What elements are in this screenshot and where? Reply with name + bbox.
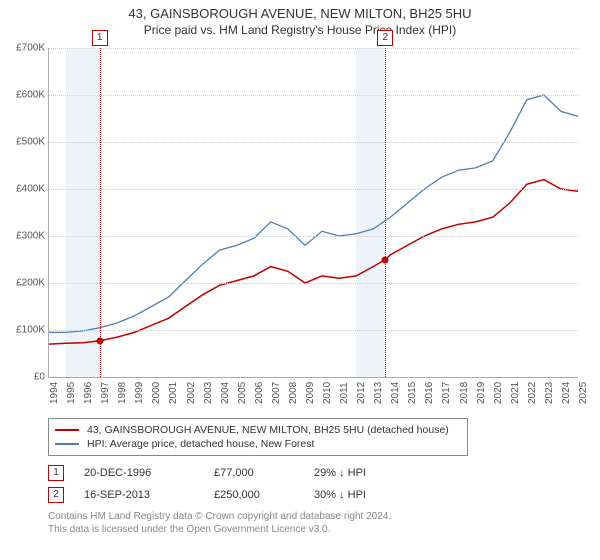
y-axis-label: £500K [3,137,45,148]
y-axis-label: £100K [3,325,45,336]
x-axis-label: 2018 [459,382,470,404]
chart-gridline [49,142,578,143]
chart-figure: 43, GAINSBOROUGH AVENUE, NEW MILTON, BH2… [0,0,600,560]
legend-swatch [55,443,79,445]
event-price: £77,000 [214,467,314,479]
legend-label: HPI: Average price, detached house, New … [87,438,314,450]
event-row: 1 20-DEC-1996 £77,000 29% ↓ HPI [48,462,434,484]
x-axis-label: 2013 [373,382,384,404]
chart-plot-area: £0£100K£200K£300K£400K£500K£600K£700K199… [48,48,578,378]
x-axis-label: 2012 [356,382,367,404]
x-axis-label: 2015 [407,382,418,404]
x-axis-label: 1999 [134,382,145,404]
event-delta: 29% ↓ HPI [314,467,434,479]
sale-point-dot [382,256,389,263]
y-axis-label: £300K [3,231,45,242]
chart-marker-box: 1 [92,30,108,46]
x-axis-label: 1994 [49,382,60,404]
y-axis-label: £0 [3,372,45,383]
x-axis-label: 2020 [493,382,504,404]
events-table: 1 20-DEC-1996 £77,000 29% ↓ HPI 2 16-SEP… [48,462,434,506]
x-axis-label: 2019 [476,382,487,404]
legend-item: HPI: Average price, detached house, New … [55,437,461,451]
x-axis-label: 1997 [100,382,111,404]
x-axis-label: 2006 [254,382,265,404]
y-axis-label: £200K [3,278,45,289]
x-axis-label: 2002 [186,382,197,404]
chart-gridline [49,236,578,237]
x-axis-label: 2023 [544,382,555,404]
event-date: 16-SEP-2013 [84,489,214,501]
chart-marker-box: 2 [377,30,393,46]
chart-marker-line [385,48,386,377]
x-axis-label: 1996 [83,382,94,404]
x-axis-label: 2014 [390,382,401,404]
x-axis-label: 2004 [220,382,231,404]
x-axis-label: 2008 [288,382,299,404]
chart-gridline [49,283,578,284]
x-axis-label: 2000 [151,382,162,404]
x-axis-label: 1995 [66,382,77,404]
chart-title: 43, GAINSBOROUGH AVENUE, NEW MILTON, BH2… [0,0,600,21]
x-axis-label: 2025 [578,382,589,404]
x-axis-label: 2024 [561,382,572,404]
footnote: Contains HM Land Registry data © Crown c… [48,510,391,536]
x-axis-label: 2003 [203,382,214,404]
x-axis-label: 2017 [441,382,452,404]
x-axis-label: 1998 [117,382,128,404]
chart-gridline [49,189,578,190]
footnote-line: Contains HM Land Registry data © Crown c… [48,510,391,523]
event-delta: 30% ↓ HPI [314,489,434,501]
x-axis-label: 2005 [237,382,248,404]
y-axis-label: £400K [3,184,45,195]
chart-series-line [49,180,578,345]
event-marker-box: 2 [48,487,64,503]
y-axis-label: £600K [3,90,45,101]
chart-subtitle: Price paid vs. HM Land Registry's House … [0,21,600,37]
x-axis-label: 2009 [305,382,316,404]
chart-gridline [49,48,578,49]
footnote-line: This data is licensed under the Open Gov… [48,523,391,536]
x-axis-label: 2001 [168,382,179,404]
x-axis-label: 2011 [339,382,350,404]
x-axis-label: 2010 [322,382,333,404]
chart-gridline [49,95,578,96]
legend-label: 43, GAINSBOROUGH AVENUE, NEW MILTON, BH2… [87,424,449,436]
legend-swatch [55,429,79,431]
x-axis-label: 2007 [271,382,282,404]
chart-lines-svg [49,48,578,377]
x-axis-label: 2022 [527,382,538,404]
x-axis-label: 2021 [510,382,521,404]
chart-gridline [49,330,578,331]
y-axis-label: £700K [3,43,45,54]
sale-point-dot [96,337,103,344]
event-marker-box: 1 [48,465,64,481]
event-date: 20-DEC-1996 [84,467,214,479]
chart-marker-line [100,48,101,377]
legend: 43, GAINSBOROUGH AVENUE, NEW MILTON, BH2… [48,418,468,456]
chart-series-line [49,95,578,332]
x-axis-label: 2016 [424,382,435,404]
event-price: £250,000 [214,489,314,501]
legend-item: 43, GAINSBOROUGH AVENUE, NEW MILTON, BH2… [55,423,461,437]
event-row: 2 16-SEP-2013 £250,000 30% ↓ HPI [48,484,434,506]
